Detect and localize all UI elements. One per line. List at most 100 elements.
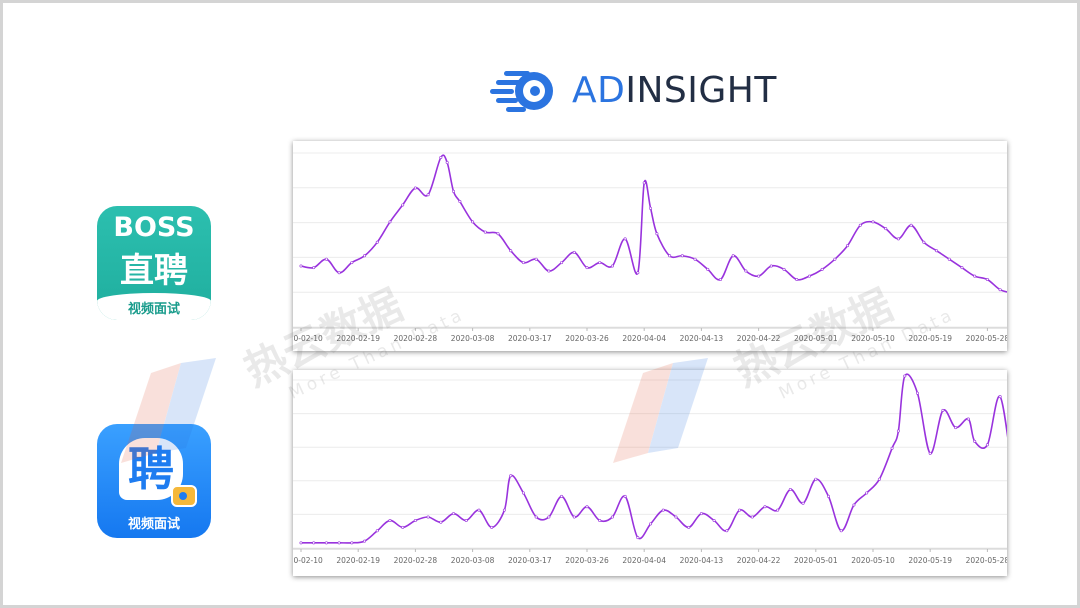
- adinsight-wordmark: ADINSIGHT: [572, 69, 777, 113]
- data-point: [610, 515, 614, 519]
- data-point: [350, 261, 354, 265]
- data-point: [699, 512, 703, 516]
- data-point: [401, 525, 405, 529]
- data-point: [865, 491, 869, 495]
- data-point: [598, 518, 602, 522]
- video-camera-icon: [171, 485, 197, 507]
- data-point: [477, 508, 481, 512]
- x-tick-label: 2020-05-28: [966, 334, 1007, 343]
- logo-ad-text: AD: [572, 70, 626, 111]
- data-point: [452, 189, 456, 193]
- x-tick-label: 2020-02-19: [336, 334, 380, 343]
- data-point: [623, 494, 627, 498]
- data-point: [299, 264, 303, 268]
- data-point: [985, 278, 989, 282]
- data-point: [750, 515, 754, 519]
- data-point: [763, 505, 767, 509]
- x-tick-label: 2020-03-17: [508, 334, 552, 343]
- data-point: [744, 269, 748, 273]
- logo-insight-text: INSIGHT: [625, 70, 777, 111]
- data-point: [534, 515, 538, 519]
- data-point: [795, 278, 799, 282]
- data-point: [998, 395, 1002, 399]
- data-point: [388, 518, 392, 522]
- x-tick-label: 2020-03-26: [565, 334, 609, 343]
- data-point: [439, 155, 443, 159]
- data-point: [350, 541, 354, 545]
- boss-app-icon: BOSS 直聘 视频面试: [97, 206, 211, 320]
- x-tick-label: 2020-04-13: [680, 556, 724, 565]
- data-point: [668, 254, 672, 258]
- x-tick-label: 2020-05-10: [851, 334, 895, 343]
- data-point: [680, 254, 684, 258]
- data-point: [496, 232, 500, 236]
- data-point: [426, 193, 430, 197]
- x-tick-label: 2020-02-10: [293, 334, 323, 343]
- data-point: [928, 451, 932, 455]
- data-point: [413, 186, 417, 190]
- boss-icon-line1: BOSS: [113, 212, 195, 243]
- adinsight-logo-icon: [490, 71, 553, 112]
- data-point: [814, 477, 818, 481]
- data-point: [884, 227, 888, 231]
- data-point: [363, 254, 367, 258]
- data-point: [547, 515, 551, 519]
- data-point: [560, 261, 564, 265]
- data-point: [788, 488, 792, 492]
- data-point: [509, 249, 513, 253]
- data-point: [521, 261, 525, 265]
- data-point: [363, 539, 367, 543]
- data-point: [324, 541, 328, 545]
- x-tick-label: 2020-04-13: [680, 334, 724, 343]
- data-point: [655, 232, 659, 236]
- boss-icon-footer: [97, 293, 211, 320]
- data-point: [490, 525, 494, 529]
- data-point: [706, 267, 710, 271]
- data-point: [401, 203, 405, 207]
- data-point: [915, 391, 919, 395]
- data-point: [852, 503, 856, 507]
- x-tick-label: 2020-05-19: [908, 334, 952, 343]
- data-point: [807, 274, 811, 278]
- data-point: [833, 257, 837, 261]
- data-point: [572, 250, 576, 254]
- data-point: [458, 200, 462, 204]
- x-tick-label: 2020-04-04: [622, 556, 666, 565]
- data-point: [439, 520, 443, 524]
- x-tick-label: 2020-03-08: [451, 556, 495, 565]
- data-point: [649, 522, 653, 526]
- x-tick-label: 2020-02-19: [336, 556, 380, 565]
- data-point: [642, 181, 646, 185]
- data-point: [839, 529, 843, 533]
- data-point: [858, 223, 862, 227]
- data-point: [738, 508, 742, 512]
- data-point: [572, 515, 576, 519]
- data-point: [483, 230, 487, 234]
- data-point: [973, 274, 977, 278]
- data-point: [973, 439, 977, 443]
- x-tick-label: 2020-05-01: [794, 556, 838, 565]
- data-point: [903, 374, 907, 378]
- data-point: [776, 508, 780, 512]
- x-tick-label: 2020-05-28: [966, 556, 1007, 565]
- data-point: [649, 206, 653, 210]
- x-tick-label: 2020-02-28: [394, 334, 438, 343]
- chart-panel-zhipin: 2020-02-10 2020-02-19 2020-02-28 2020-03-08…: [293, 370, 1007, 576]
- data-point: [337, 541, 341, 545]
- x-tick-label: 2020-03-17: [508, 556, 552, 565]
- data-point: [375, 529, 379, 533]
- data-point: [426, 515, 430, 519]
- data-point: [598, 261, 602, 265]
- data-point: [312, 266, 316, 270]
- data-point: [324, 257, 328, 261]
- data-point: [312, 541, 316, 545]
- data-point: [375, 240, 379, 244]
- data-point: [877, 477, 881, 481]
- data-point: [388, 220, 392, 224]
- data-point: [941, 408, 945, 412]
- data-point: [757, 274, 761, 278]
- series-line: [300, 154, 1007, 293]
- data-point: [725, 529, 729, 533]
- data-point: [909, 223, 913, 227]
- x-tick-label: 2020-03-26: [565, 556, 609, 565]
